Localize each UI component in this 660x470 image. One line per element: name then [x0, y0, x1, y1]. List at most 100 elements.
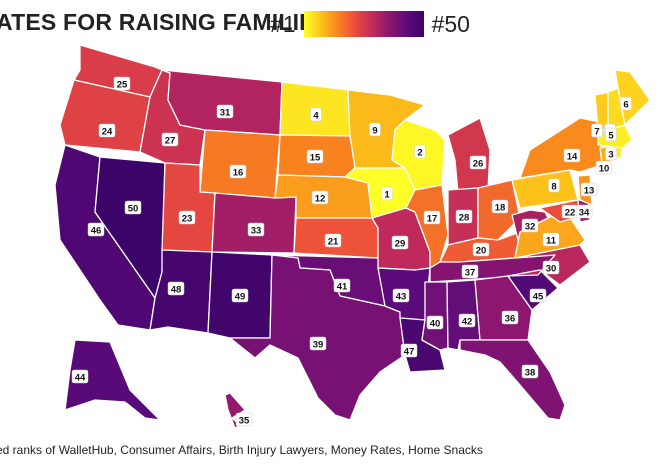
rank-label-id: 27: [161, 132, 179, 147]
svg-text:12: 12: [315, 194, 326, 205]
svg-text:31: 31: [220, 108, 231, 119]
svg-text:50: 50: [128, 204, 139, 215]
svg-text:9: 9: [372, 126, 377, 137]
rank-label-la: 47: [400, 343, 418, 358]
source-footnote: ed ranks of WalletHub, Consumer Affairs,…: [0, 443, 483, 457]
rank-label-hi: 35: [235, 412, 253, 427]
rank-label-ny: 14: [563, 148, 581, 163]
svg-text:10: 10: [599, 164, 610, 175]
rank-label-ne: 12: [311, 190, 329, 205]
rank-label-ok: 41: [333, 278, 351, 293]
rank-label-tx: 39: [309, 336, 327, 351]
rank-label-va: 11: [542, 232, 560, 247]
svg-text:24: 24: [102, 127, 113, 138]
svg-text:2: 2: [417, 148, 422, 159]
rank-label-ut: 23: [178, 210, 196, 225]
svg-text:17: 17: [427, 214, 438, 225]
svg-text:42: 42: [462, 317, 473, 328]
rank-label-ct: 10: [595, 160, 613, 175]
rank-label-wa: 25: [113, 76, 131, 91]
svg-text:21: 21: [328, 237, 339, 248]
state-shapes: [54, 44, 651, 429]
rank-label-mi: 26: [469, 155, 487, 170]
rank-label-ms: 40: [426, 315, 444, 330]
rank-label-sd: 15: [306, 149, 324, 164]
rank-label-or: 24: [98, 123, 116, 138]
svg-text:6: 6: [623, 100, 628, 111]
svg-text:35: 35: [239, 416, 250, 427]
svg-text:1: 1: [384, 190, 390, 201]
svg-text:7: 7: [594, 127, 599, 138]
svg-text:15: 15: [310, 153, 321, 164]
svg-text:36: 36: [505, 314, 516, 325]
svg-text:5: 5: [608, 131, 614, 142]
rank-legend: #1 #50: [270, 10, 470, 38]
rank-label-nc: 30: [542, 260, 560, 275]
rank-label-ar: 43: [392, 288, 410, 303]
rank-label-nm: 49: [231, 288, 249, 303]
rank-label-wy: 16: [229, 164, 247, 179]
rank-label-de: 34: [575, 204, 593, 219]
svg-text:45: 45: [533, 292, 544, 303]
state-ny: [519, 117, 603, 179]
state-mt: [161, 69, 283, 136]
svg-text:29: 29: [395, 239, 406, 250]
map-title: ATES FOR RAISING FAMILIES: [0, 9, 331, 35]
rank-label-nd: 4: [310, 107, 322, 122]
svg-text:44: 44: [75, 373, 86, 384]
rank-label-nv: 50: [124, 200, 142, 215]
rank-labels: 2524465027311623483349415122141399129434…: [71, 76, 632, 427]
rank-label-in: 28: [455, 209, 473, 224]
rank-label-ca: 46: [87, 222, 105, 237]
rank-label-vt: 7: [591, 123, 603, 138]
legend-max-label: #50: [431, 10, 470, 37]
rank-label-ia: 1: [381, 186, 393, 201]
svg-text:3: 3: [608, 150, 613, 161]
rank-label-ks: 21: [324, 233, 342, 248]
legend-min-label: #1: [270, 10, 296, 37]
svg-text:49: 49: [235, 292, 246, 303]
svg-text:18: 18: [495, 203, 506, 214]
state-or: [59, 79, 151, 153]
svg-text:33: 33: [251, 226, 262, 237]
svg-text:43: 43: [396, 292, 407, 303]
svg-text:39: 39: [313, 340, 324, 351]
svg-text:47: 47: [404, 347, 415, 358]
svg-text:20: 20: [476, 246, 487, 257]
rank-label-mo: 29: [391, 235, 409, 250]
svg-text:23: 23: [182, 214, 193, 225]
svg-text:8: 8: [551, 182, 556, 193]
legend-color-bar: [303, 11, 424, 37]
svg-text:26: 26: [473, 159, 484, 170]
svg-text:22: 22: [565, 208, 576, 219]
rank-label-fl: 38: [521, 364, 539, 379]
rank-label-md: 22: [561, 204, 579, 219]
rank-label-co: 33: [247, 222, 265, 237]
rank-label-oh: 18: [491, 199, 509, 214]
svg-text:37: 37: [465, 268, 476, 279]
rank-label-pa: 8: [548, 178, 560, 193]
svg-text:48: 48: [171, 285, 182, 296]
rank-label-wi: 2: [414, 144, 426, 159]
state-mi: [447, 117, 491, 194]
svg-text:38: 38: [525, 368, 536, 379]
rank-label-me: 6: [620, 96, 632, 111]
rank-label-ky: 20: [472, 242, 490, 257]
rank-label-ga: 36: [501, 310, 519, 325]
rank-label-az: 48: [167, 281, 185, 296]
svg-text:14: 14: [567, 152, 578, 163]
rank-label-mn: 9: [369, 122, 381, 137]
rank-label-wv: 32: [521, 218, 539, 233]
rank-label-nj: 13: [580, 182, 598, 197]
rank-label-sc: 45: [529, 288, 547, 303]
svg-text:41: 41: [337, 282, 348, 293]
rank-label-nh: 5: [605, 127, 617, 142]
rank-label-tn: 37: [461, 264, 479, 279]
svg-text:40: 40: [430, 319, 441, 330]
svg-text:4: 4: [313, 111, 319, 122]
state-fl: [459, 339, 566, 421]
svg-text:32: 32: [525, 222, 536, 233]
svg-text:13: 13: [584, 186, 595, 197]
rank-label-mt: 31: [216, 104, 234, 119]
